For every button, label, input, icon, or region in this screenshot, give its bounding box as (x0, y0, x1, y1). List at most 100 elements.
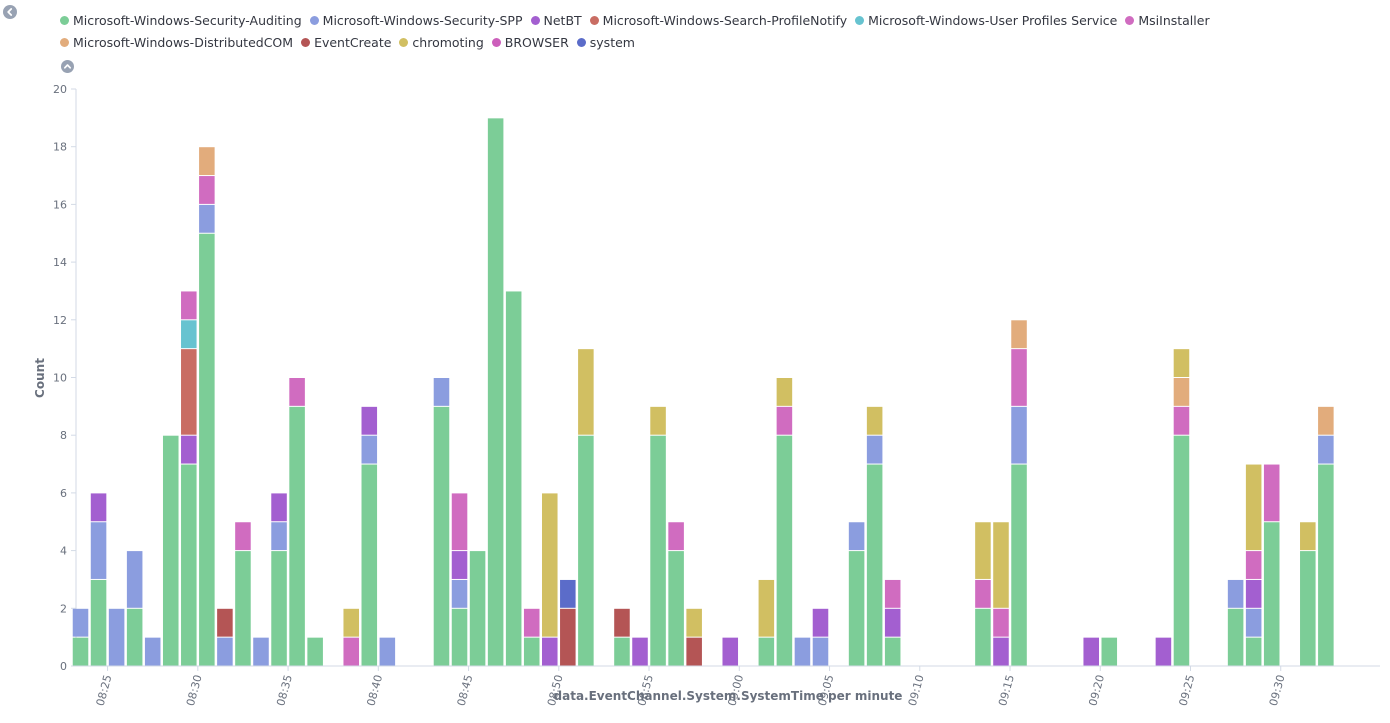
bar-segment-microsoft-windows-security-auditing[interactable] (866, 464, 883, 666)
bar-segment-netbt[interactable] (1083, 637, 1099, 666)
bar-segment-microsoft-windows-security-spp[interactable] (848, 522, 865, 551)
bar-segment-microsoft-windows-distributedcom[interactable] (1173, 378, 1190, 406)
bar-segment-microsoft-windows-security-auditing[interactable] (758, 637, 775, 666)
bar-segment-eventcreate[interactable] (614, 608, 630, 637)
bar-stack[interactable] (126, 551, 143, 666)
legend-item-msiinstaller[interactable]: MsiInstaller (1125, 12, 1210, 29)
bar-stack[interactable] (776, 378, 793, 666)
bar-stack[interactable] (1173, 349, 1190, 666)
bar-segment-microsoft-windows-security-auditing[interactable] (614, 637, 630, 666)
bar-segment-microsoft-windows-security-spp[interactable] (1227, 579, 1244, 608)
bar-segment-msiinstaller[interactable] (884, 579, 901, 608)
bar-segment-microsoft-windows-security-spp[interactable] (217, 637, 233, 666)
bar-segment-microsoft-windows-security-spp[interactable] (72, 608, 89, 637)
legend-item-netbt[interactable]: NetBT (530, 12, 582, 29)
bar-stack[interactable] (1101, 637, 1118, 666)
bar-segment-microsoft-windows-security-auditing[interactable] (1245, 637, 1262, 666)
bar-segment-microsoft-windows-security-auditing[interactable] (668, 551, 684, 666)
bar-segment-microsoft-windows-security-auditing[interactable] (181, 464, 197, 666)
bar-segment-microsoft-windows-security-auditing[interactable] (469, 551, 486, 666)
bar-segment-netbt[interactable] (1245, 579, 1262, 608)
bar-segment-microsoft-windows-security-auditing[interactable] (1263, 522, 1280, 666)
bar-segment-microsoft-windows-security-spp[interactable] (433, 378, 450, 406)
bar-segment-microsoft-windows-security-spp[interactable] (144, 637, 161, 666)
bar-stack[interactable] (578, 349, 594, 666)
bar-segment-chromoting[interactable] (975, 522, 991, 579)
bar-segment-netbt[interactable] (181, 435, 197, 464)
bar-segment-microsoft-windows-security-spp[interactable] (361, 435, 378, 464)
bar-segment-microsoft-windows-security-auditing[interactable] (1318, 464, 1334, 666)
bar-segment-msiinstaller[interactable] (199, 176, 215, 204)
bar-segment-microsoft-windows-security-spp[interactable] (794, 637, 811, 666)
bar-segment-microsoft-windows-security-spp[interactable] (271, 522, 287, 551)
bar-segment-microsoft-windows-security-auditing[interactable] (162, 435, 179, 666)
bar-segment-microsoft-windows-security-spp[interactable] (199, 204, 215, 233)
bar-segment-microsoft-windows-security-auditing[interactable] (776, 435, 793, 666)
bar-stack[interactable] (235, 522, 251, 666)
bar-segment-chromoting[interactable] (993, 522, 1009, 608)
bar-stack[interactable] (199, 147, 215, 666)
bar-segment-microsoft-windows-security-spp[interactable] (451, 579, 468, 608)
bar-segment-microsoft-windows-search-profilenotify[interactable] (181, 349, 197, 435)
bar-stack[interactable] (523, 608, 540, 666)
bar-segment-microsoft-windows-security-auditing[interactable] (578, 435, 594, 666)
bar-segment-chromoting[interactable] (1173, 349, 1190, 377)
legend-item-chromoting[interactable]: chromoting (399, 34, 484, 51)
bar-segment-msiinstaller[interactable] (289, 378, 305, 406)
bar-segment-msiinstaller[interactable] (1173, 406, 1190, 435)
bar-segment-microsoft-windows-security-auditing[interactable] (271, 551, 287, 666)
bar-segment-netbt[interactable] (541, 637, 558, 666)
bar-segment-microsoft-windows-security-auditing[interactable] (433, 406, 450, 666)
bar-stack[interactable] (866, 406, 883, 666)
bar-stack[interactable] (144, 637, 161, 666)
bar-segment-microsoft-windows-security-auditing[interactable] (72, 637, 89, 666)
bar-stack[interactable] (668, 522, 684, 666)
bar-segment-netbt[interactable] (812, 608, 829, 637)
bar-stack[interactable] (289, 378, 305, 666)
bar-segment-microsoft-windows-distributedcom[interactable] (1011, 320, 1027, 349)
bar-segment-microsoft-windows-security-spp[interactable] (90, 522, 107, 579)
bar-segment-msiinstaller[interactable] (668, 522, 684, 551)
bar-stack[interactable] (812, 608, 829, 666)
bar-segment-microsoft-windows-security-spp[interactable] (253, 637, 269, 666)
bar-segment-microsoft-windows-security-spp[interactable] (1011, 406, 1027, 464)
bar-stack[interactable] (758, 579, 775, 666)
bar-stack[interactable] (307, 637, 323, 666)
bar-segment-msiinstaller[interactable] (181, 291, 197, 320)
bar-segment-netbt[interactable] (361, 406, 378, 435)
bar-segment-netbt[interactable] (993, 637, 1009, 666)
bar-stack[interactable] (271, 493, 287, 666)
bar-segment-chromoting[interactable] (866, 406, 883, 435)
bar-stack[interactable] (632, 637, 648, 666)
bar-stack[interactable] (993, 522, 1009, 666)
bar-segment-chromoting[interactable] (1300, 522, 1316, 551)
bar-segment-microsoft-windows-security-auditing[interactable] (848, 551, 865, 666)
legend-item-eventcreate[interactable]: EventCreate (301, 34, 391, 51)
bar-segment-microsoft-windows-security-auditing[interactable] (505, 291, 522, 666)
legend-item-microsoft-windows-distributedcom[interactable]: Microsoft-Windows-DistributedCOM (60, 34, 293, 51)
bar-stack[interactable] (217, 608, 233, 666)
bar-segment-msiinstaller[interactable] (993, 608, 1009, 637)
bar-stack[interactable] (1227, 579, 1244, 666)
bar-segment-microsoft-windows-security-auditing[interactable] (650, 435, 666, 666)
bar-stack[interactable] (90, 493, 107, 666)
bar-segment-system[interactable] (560, 579, 576, 608)
bar-segment-chromoting[interactable] (776, 378, 793, 406)
bar-segment-msiinstaller[interactable] (235, 522, 251, 551)
bar-segment-msiinstaller[interactable] (1245, 551, 1262, 579)
bar-segment-chromoting[interactable] (686, 608, 702, 637)
bar-segment-microsoft-windows-security-auditing[interactable] (289, 406, 305, 666)
bar-segment-msiinstaller[interactable] (1263, 464, 1280, 522)
bar-stack[interactable] (722, 637, 739, 666)
legend-item-microsoft-windows-search-profilenotify[interactable]: Microsoft-Windows-Search-ProfileNotify (589, 12, 847, 29)
bar-stack[interactable] (1245, 464, 1262, 666)
bar-stack[interactable] (650, 406, 666, 666)
bar-segment-microsoft-windows-security-auditing[interactable] (975, 608, 991, 666)
bar-segment-chromoting[interactable] (578, 349, 594, 435)
legend-item-microsoft-windows-security-auditing[interactable]: Microsoft-Windows-Security-Auditing (60, 12, 302, 29)
bar-segment-microsoft-windows-security-auditing[interactable] (1101, 637, 1118, 666)
bar-segment-msiinstaller[interactable] (1011, 349, 1027, 406)
bar-stack[interactable] (379, 637, 396, 666)
bar-segment-chromoting[interactable] (650, 406, 666, 435)
bar-segment-microsoft-windows-security-auditing[interactable] (523, 637, 540, 666)
